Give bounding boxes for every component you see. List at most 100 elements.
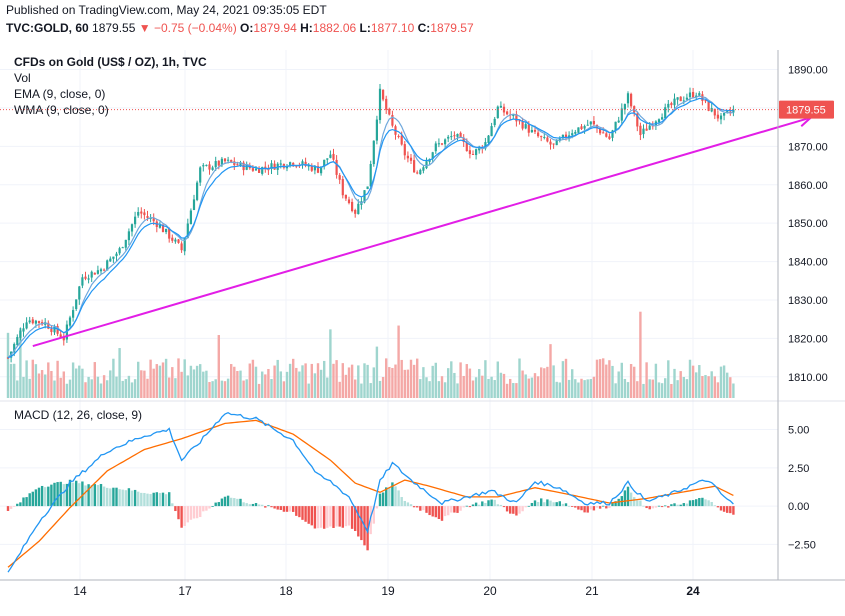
macd-histogram-bar [13, 506, 16, 507]
candle [254, 168, 258, 171]
volume-bar [657, 382, 661, 398]
macd-histogram-bar [313, 506, 317, 529]
macd-histogram-bar [431, 506, 434, 517]
volume-bar [515, 383, 518, 398]
volume-bar [459, 362, 462, 398]
macd-histogram-bar [208, 506, 211, 509]
legend-macd[interactable]: MACD (12, 26, close, 9) [14, 408, 143, 422]
macd-histogram-bar [112, 487, 115, 507]
candle [81, 277, 84, 286]
macd-histogram-bar [301, 506, 304, 520]
candle [230, 159, 233, 163]
macd-histogram-bar [592, 506, 596, 511]
price-tick-label: 1870.00 [788, 141, 828, 153]
candle [698, 93, 701, 96]
candle [512, 115, 515, 117]
open-label: O: [240, 21, 254, 35]
volume-bar [192, 369, 196, 398]
volume-bar [282, 381, 286, 398]
macd-histogram-bar [546, 499, 549, 507]
candle [369, 164, 372, 187]
volume-bar [251, 359, 255, 398]
candle [270, 163, 273, 170]
macd-histogram-bar [28, 493, 31, 507]
macd-histogram-bar [419, 506, 422, 511]
volume-bar [31, 359, 34, 398]
macd-histogram-bar [660, 506, 664, 508]
macd-histogram-bar [16, 503, 19, 507]
volume-bar [512, 383, 515, 398]
volume-bar [78, 365, 81, 398]
macd-histogram-bar [357, 506, 360, 537]
macd-histogram-bar [310, 506, 313, 526]
volume-bar [667, 360, 670, 398]
candle [667, 103, 670, 108]
volume-bar [422, 367, 425, 398]
volume-bar [261, 371, 264, 398]
volume-bar [310, 363, 313, 398]
candle [245, 164, 248, 170]
macd-histogram-bar [580, 506, 583, 511]
macd-histogram-bar [276, 506, 279, 510]
volume-bar [437, 381, 441, 398]
legend-ema[interactable]: EMA (9, close, 0) [14, 87, 106, 101]
volume-bar [406, 369, 410, 398]
macd-histogram-bar [124, 490, 127, 507]
price-tick-label: 1810.00 [788, 372, 828, 384]
candle [186, 223, 189, 238]
macd-histogram-bar [471, 504, 475, 507]
trendline[interactable] [32, 114, 814, 348]
macd-histogram-bar [515, 506, 518, 516]
volume-bar [127, 375, 131, 398]
volume-bar [143, 370, 146, 398]
candle [450, 136, 453, 138]
macd-histogram-bar [239, 498, 242, 507]
candle [134, 216, 137, 225]
candle [552, 143, 555, 145]
volume-bar [719, 366, 723, 398]
volume-bar [586, 379, 589, 398]
macd-histogram-bar [62, 484, 65, 507]
close-label: C: [417, 21, 431, 35]
macd-histogram-bar [729, 506, 732, 514]
volume-bar [313, 373, 317, 398]
volume-bar [536, 376, 540, 398]
volume-bar [152, 368, 155, 398]
volume-bar [564, 358, 568, 398]
candle [527, 124, 530, 133]
last-price-badge-label: 1879.55 [786, 105, 826, 117]
trendline-segment [32, 116, 812, 348]
volume-bar [447, 368, 450, 398]
candle [289, 162, 292, 166]
price-tick-label: 1890.00 [788, 65, 828, 77]
volume-bar [580, 378, 583, 398]
legend-wma[interactable]: WMA (9, close, 0) [14, 103, 109, 117]
macd-histogram-bar [341, 506, 344, 528]
volume-bar [267, 369, 270, 398]
volume-bar [75, 368, 78, 398]
macd-histogram-bar [434, 506, 437, 518]
candle [453, 135, 456, 137]
candle [444, 139, 447, 145]
candle [326, 158, 329, 160]
moving-average-lines [0, 95, 778, 359]
volume-bar [713, 376, 716, 398]
macd-histogram-bar [211, 506, 214, 507]
volume-bar [180, 371, 183, 398]
macd-histogram-bar [319, 506, 323, 528]
macd-histogram-bar [279, 506, 282, 510]
volume-bar [71, 362, 75, 398]
volume-bar [546, 366, 549, 398]
candle [413, 160, 416, 173]
legend-vol[interactable]: Vol [14, 71, 31, 85]
volume-bar [121, 380, 124, 398]
volume-bar [65, 383, 69, 398]
macd-histogram-bar [567, 505, 571, 507]
chart-title[interactable]: CFDs on Gold (US$ / OZ), 1h, TVC [14, 55, 207, 69]
candle [106, 260, 109, 271]
macd-histogram-bar [143, 492, 146, 507]
macd-histogram-bar [347, 506, 351, 526]
macd-histogram-bar [719, 506, 723, 511]
macd-histogram-bar [44, 487, 47, 507]
